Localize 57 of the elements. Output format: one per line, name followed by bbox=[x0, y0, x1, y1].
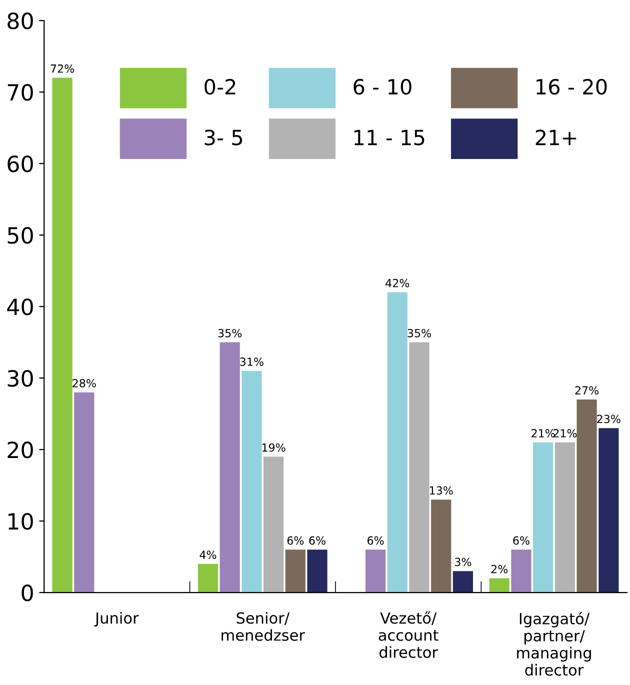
bar bbox=[307, 550, 328, 593]
data-label: 42% bbox=[386, 278, 410, 288]
bar bbox=[365, 550, 386, 593]
data-label: 27% bbox=[575, 386, 599, 395]
bar bbox=[511, 550, 532, 593]
legend-label: 0-2 bbox=[204, 78, 236, 95]
y-tick-label: 60 bbox=[8, 155, 33, 172]
bar bbox=[220, 342, 240, 593]
bar bbox=[533, 442, 554, 593]
data-label: 6% bbox=[368, 536, 384, 545]
x-tick-label: Senior/ menedzser bbox=[222, 612, 305, 641]
data-label: 21% bbox=[553, 429, 577, 438]
y-tick-label: 10 bbox=[8, 512, 33, 530]
data-label: 21% bbox=[532, 429, 555, 438]
bar bbox=[431, 500, 452, 593]
y-tick-label: 40 bbox=[7, 298, 33, 316]
bar bbox=[489, 578, 510, 593]
legend-label: 21+ bbox=[536, 130, 576, 146]
data-label: 19% bbox=[262, 443, 286, 452]
legend-label: 6 - 10 bbox=[354, 78, 412, 95]
data-label: 23% bbox=[597, 414, 620, 424]
data-label: 35% bbox=[408, 328, 431, 338]
bar bbox=[52, 78, 72, 593]
data-label: 6% bbox=[513, 536, 530, 545]
y-tick-label: 50 bbox=[8, 226, 33, 244]
y-tick-label: 80 bbox=[8, 12, 33, 30]
data-label: 28% bbox=[72, 379, 96, 388]
bar bbox=[576, 399, 597, 593]
data-label: 4% bbox=[200, 550, 216, 559]
x-tick-label: Vezető/ account director bbox=[378, 611, 438, 658]
bar bbox=[598, 428, 619, 593]
data-label: 31% bbox=[240, 358, 264, 366]
bar bbox=[285, 550, 306, 593]
bar bbox=[452, 571, 474, 593]
data-label: 72% bbox=[50, 64, 74, 73]
bar bbox=[74, 392, 94, 593]
data-label: 35% bbox=[218, 328, 242, 338]
bar bbox=[242, 370, 262, 593]
bar bbox=[198, 564, 218, 593]
data-label: 3% bbox=[454, 558, 472, 566]
x-tick-label: Junior bbox=[94, 612, 139, 627]
bar bbox=[387, 292, 408, 593]
x-tick-label: Igazgató/ partner/ managing director bbox=[517, 612, 591, 676]
y-tick-label: 70 bbox=[8, 84, 33, 101]
data-label: 2% bbox=[491, 564, 508, 574]
data-label: 6% bbox=[287, 536, 304, 545]
bar bbox=[409, 342, 430, 593]
y-tick-label: 0 bbox=[22, 584, 33, 602]
bar bbox=[264, 456, 284, 593]
y-tick-label: 30 bbox=[8, 370, 33, 387]
legend-label: 16 - 20 bbox=[536, 78, 607, 95]
legend-label: 11 - 15 bbox=[354, 130, 424, 146]
data-label: 6% bbox=[309, 536, 326, 545]
data-label: 13% bbox=[430, 486, 453, 495]
legend-label: 3- 5 bbox=[204, 130, 242, 146]
y-tick-label: 20 bbox=[8, 441, 33, 458]
bar bbox=[554, 442, 575, 593]
